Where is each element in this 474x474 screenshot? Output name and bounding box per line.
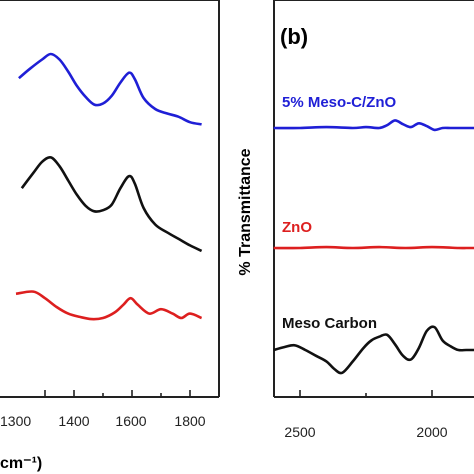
series-zno [273,245,474,250]
panel-a-tick-label: 1400 [58,413,89,429]
panel-a-tick-label: 1600 [115,413,146,429]
panel-b-tick-label: 2500 [284,424,315,440]
series-label-meso-c-zno: 5% Meso-C/ZnO [282,94,397,111]
panel-a-x-axis-label: cm⁻¹) [0,455,42,472]
panel-a-series-red [15,290,203,321]
panel-b: 2500 2000 (b) % Transmittance 5% Meso-C/… [237,0,474,440]
series-meso-carbon [273,325,474,375]
panel-a-series-black [20,155,203,253]
panel-b-tick-label: 2000 [416,424,447,440]
panel-a-tick-label: 1300 [0,413,31,429]
panel-b-y-axis-label: % Transmittance [237,148,254,275]
series-meso-c-zno [273,119,474,132]
panel-a-series-blue [18,52,202,126]
panel-b-label: (b) [280,24,308,49]
series-label-zno: ZnO [282,219,312,236]
panel-a: 1300 1400 1600 1800 cm⁻¹) [0,0,220,472]
series-label-meso-carbon: Meso Carbon [282,315,377,332]
panel-a-tick-label: 1800 [174,413,205,429]
